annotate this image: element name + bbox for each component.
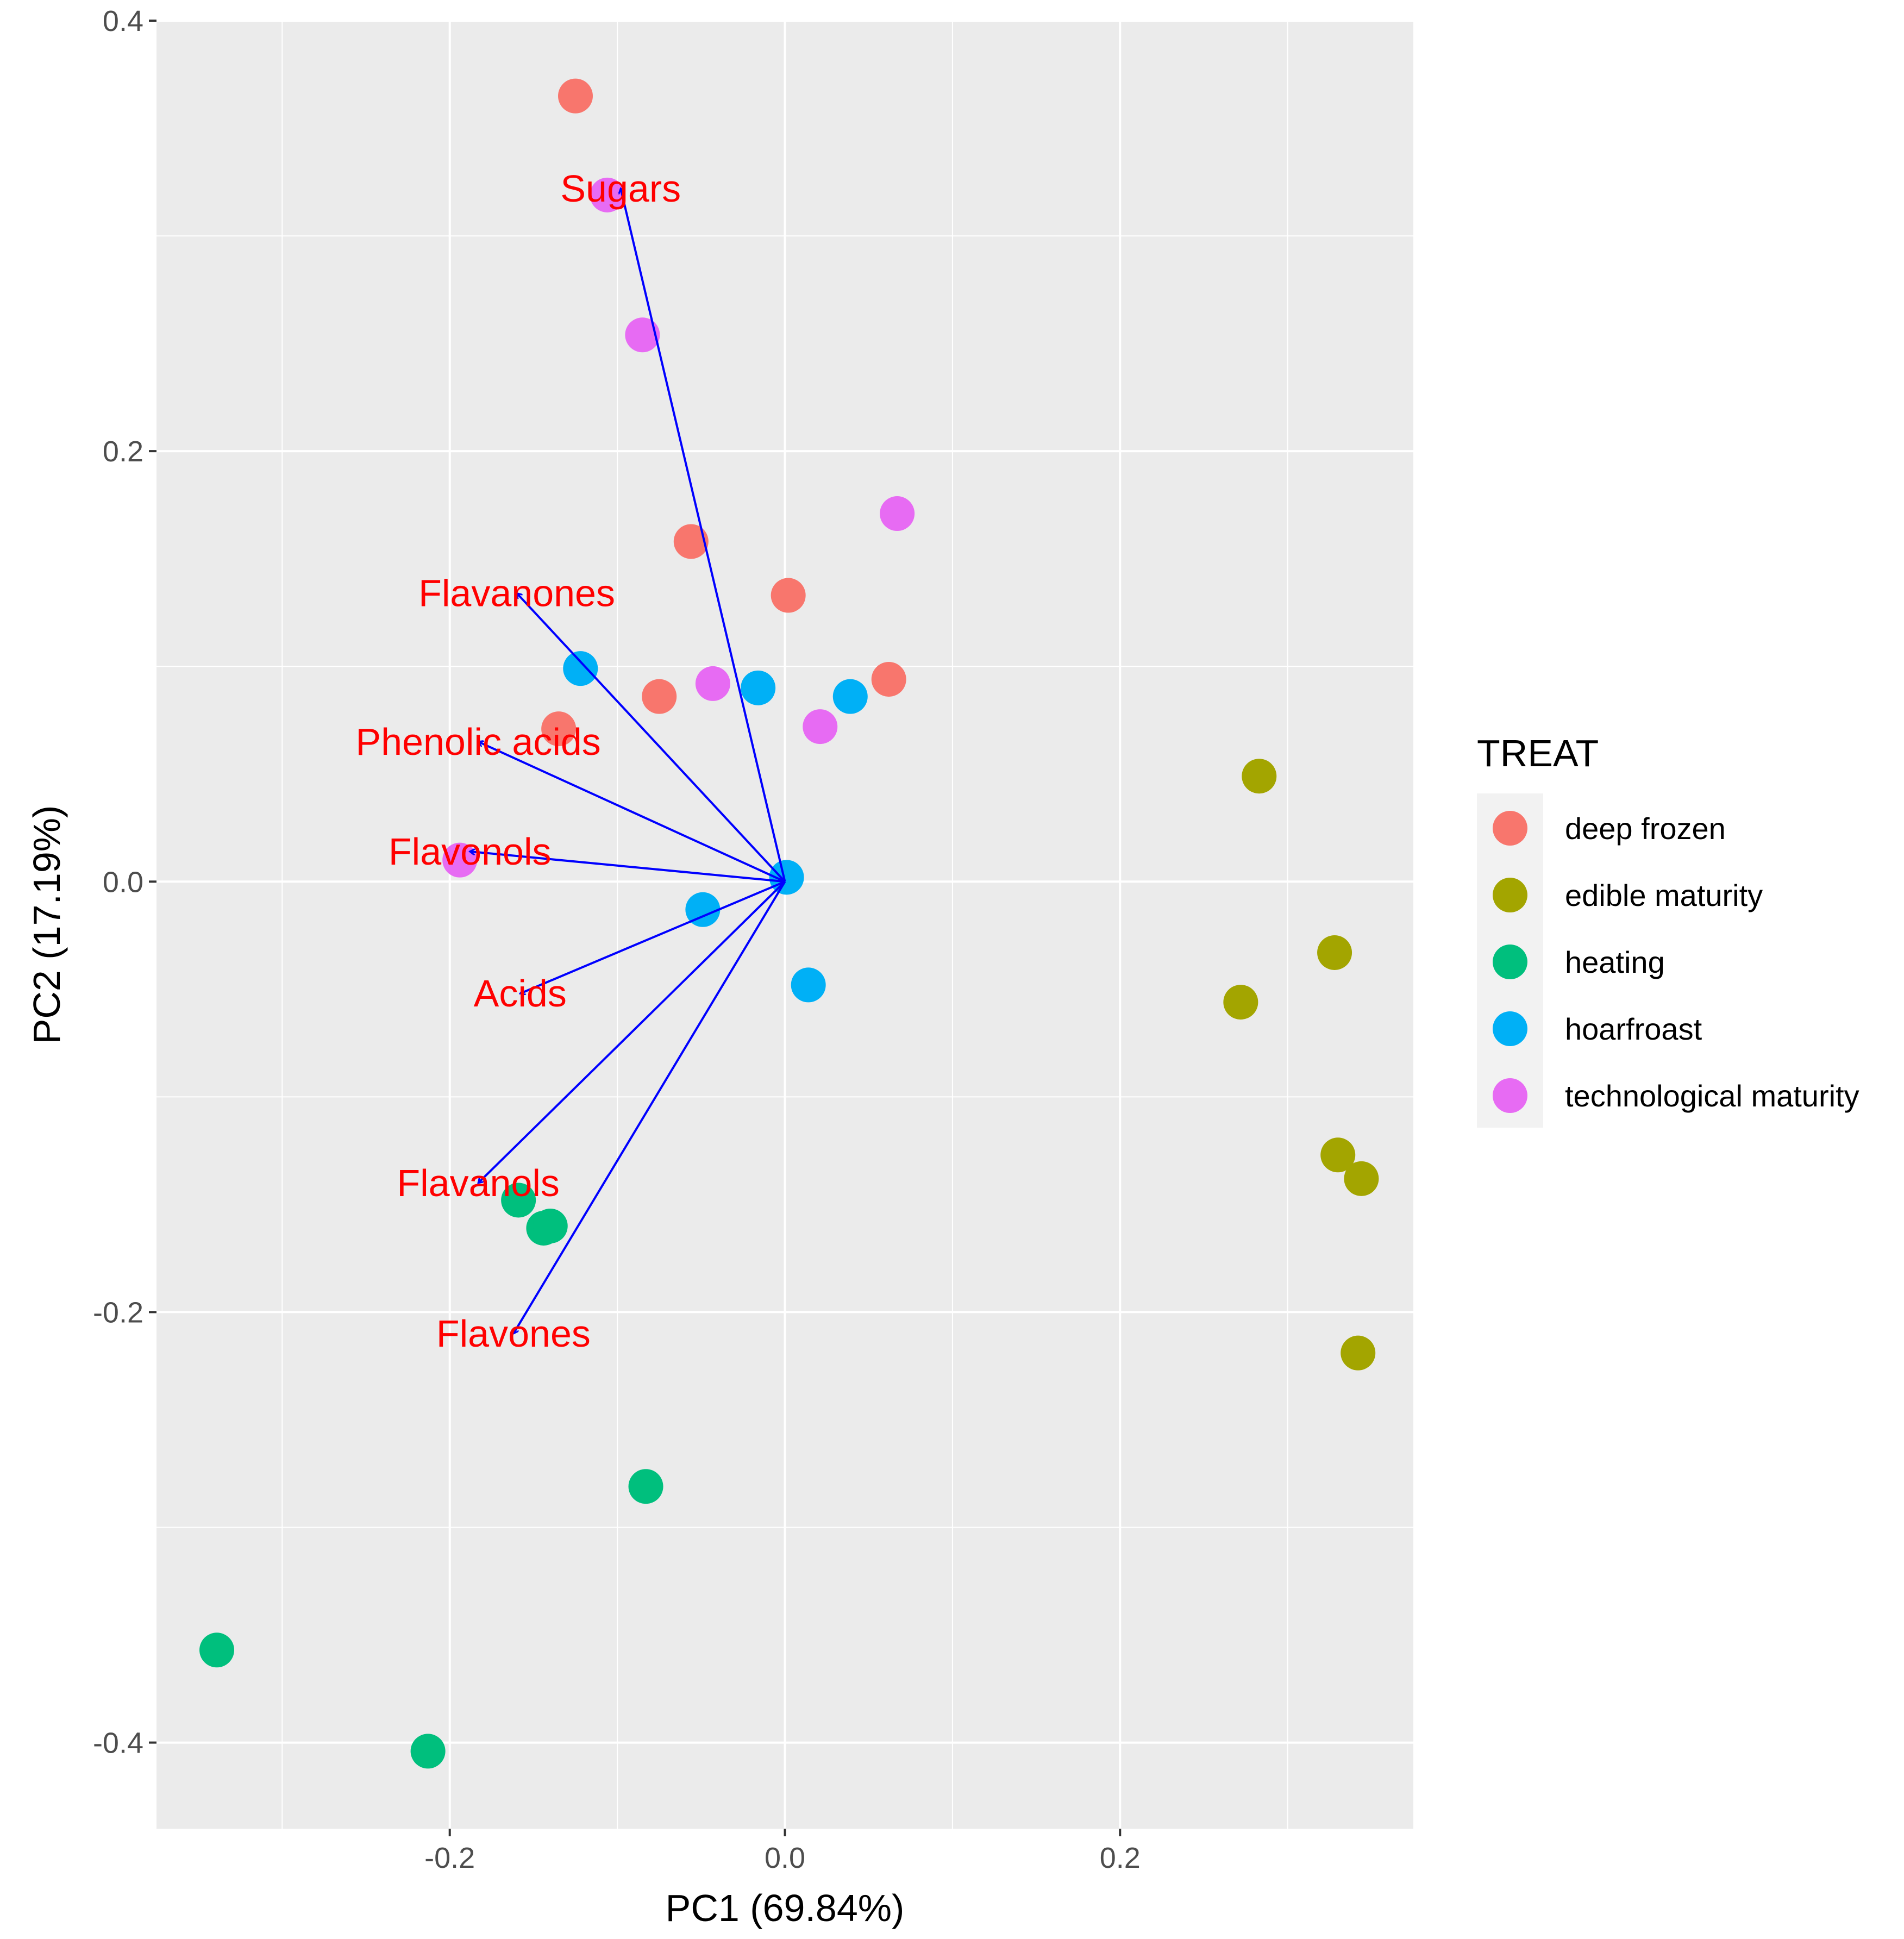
loading-arrow-flavanols (478, 880, 786, 1183)
loading-label-phenolic-acids: Phenolic acids (355, 721, 600, 763)
point-edible-maturity-5 (1344, 1161, 1379, 1196)
legend-label-hoarfroast: hoarfroast (1565, 1012, 1702, 1046)
point-edible-maturity-6 (1341, 1335, 1376, 1371)
point-deep-frozen-3 (771, 578, 806, 613)
point-deep-frozen-2 (673, 524, 709, 559)
point-deep-frozen-5 (871, 661, 906, 697)
point-technological-maturity-3 (880, 496, 915, 531)
point-hoarfroast-6 (791, 967, 826, 1003)
loading-label-acids: Acids (474, 972, 567, 1015)
point-heating-3 (533, 1209, 568, 1243)
point-heating-4 (628, 1469, 663, 1504)
point-hoarfroast-4 (769, 860, 804, 895)
y-tick-label: 0.2 (103, 435, 143, 468)
legend-label-edible-maturity: edible maturity (1565, 878, 1763, 912)
y-tick-label: 0.4 (103, 5, 143, 37)
point-hoarfroast-2 (741, 670, 776, 705)
loading-label-flavonols: Flavonols (389, 830, 552, 873)
x-tick-label: 0.0 (765, 1842, 805, 1874)
legend: TREAT deep frozen edible maturity heating h… (1477, 732, 1859, 1128)
loading-arrow-flavanones (517, 593, 786, 883)
y-tick-label: -0.4 (93, 1727, 143, 1760)
point-edible-maturity-4 (1320, 1137, 1356, 1173)
point-technological-maturity-2 (625, 317, 660, 353)
point-edible-maturity-3 (1223, 985, 1258, 1020)
point-technological-maturity-1 (590, 177, 625, 212)
point-technological-maturity-5 (803, 709, 838, 745)
point-deep-frozen-1 (558, 78, 593, 114)
point-heating-1 (501, 1183, 536, 1218)
x-axis-title: PC1 (69.84%) (666, 1887, 905, 1929)
loading-arrow-sugars (621, 189, 786, 882)
loading-arrow-acids (520, 880, 786, 993)
point-technological-maturity-4 (695, 666, 730, 701)
y-tick-label: -0.2 (93, 1296, 143, 1329)
x-tick-label: -0.2 (424, 1842, 475, 1874)
point-hoarfroast-1 (563, 651, 598, 686)
loading-arrows (470, 189, 786, 1334)
loading-arrow-flavonols (470, 852, 785, 883)
legend-label-deep-frozen: deep frozen (1565, 811, 1726, 846)
point-hoarfroast-3 (832, 679, 868, 714)
legend-title: TREAT (1477, 732, 1599, 774)
point-deep-frozen-6 (541, 711, 577, 747)
x-tick-label: 0.2 (1100, 1842, 1141, 1874)
y-axis-title: PC2 (17.19%) (26, 805, 68, 1044)
point-heating-6 (410, 1734, 446, 1769)
loading-label-flavanols: Flavanols (397, 1162, 560, 1204)
loading-labels: Sugars Flavanones Phenolic acids Flavonols A… (355, 167, 681, 1355)
loading-arrow-flavones (513, 881, 786, 1334)
point-heating-5 (199, 1632, 235, 1668)
loading-label-flavones: Flavones (436, 1312, 591, 1355)
score-points (199, 78, 1379, 1769)
legend-key-deep-frozen (1493, 811, 1527, 846)
point-edible-maturity-2 (1317, 935, 1352, 970)
loading-label-sugars: Sugars (560, 167, 681, 210)
legend-key-hoarfroast (1493, 1011, 1527, 1046)
point-deep-frozen-4 (642, 679, 677, 714)
loading-arrow-phenolic-acids (478, 742, 786, 883)
legend-key-edible-maturity (1493, 878, 1527, 912)
legend-key-technological-maturity (1493, 1078, 1527, 1113)
point-edible-maturity-1 (1242, 759, 1277, 794)
axes: -0.2 0.0 0.2 0.4 0.2 0.0 -0.2 -0.4 (93, 5, 1141, 1874)
loading-label-flavanones: Flavanones (418, 572, 615, 615)
point-hoarfroast-5 (685, 892, 721, 927)
y-tick-label: 0.0 (103, 866, 143, 898)
legend-label-heating: heating (1565, 945, 1665, 979)
legend-label-technological-maturity: technological maturity (1565, 1079, 1859, 1113)
legend-key-heating (1493, 945, 1527, 979)
